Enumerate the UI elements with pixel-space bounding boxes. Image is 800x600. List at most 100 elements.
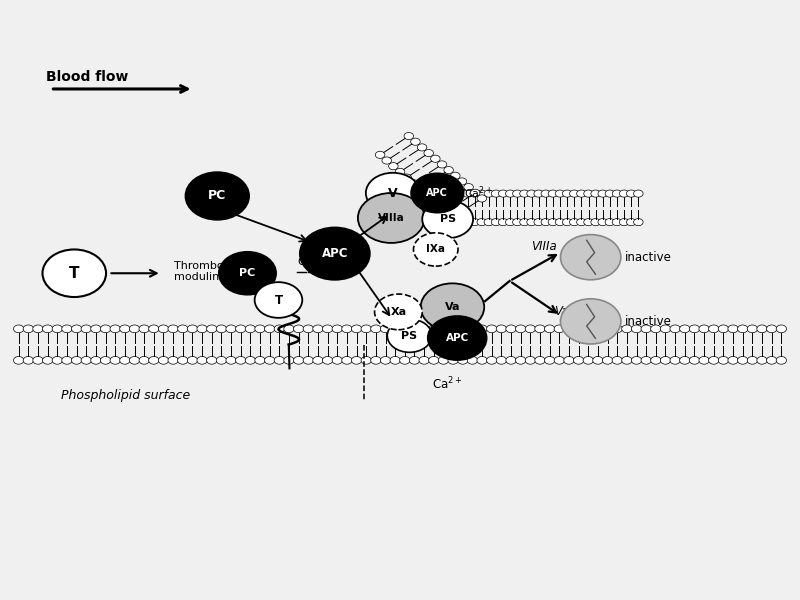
- Text: Va: Va: [554, 305, 569, 318]
- Text: inactive: inactive: [625, 315, 672, 328]
- Circle shape: [457, 178, 466, 185]
- Circle shape: [612, 190, 622, 197]
- Circle shape: [139, 356, 150, 364]
- Circle shape: [120, 325, 130, 332]
- Text: Phospholipid surface: Phospholipid surface: [62, 389, 190, 401]
- Circle shape: [450, 172, 460, 179]
- Circle shape: [387, 319, 432, 352]
- Circle shape: [435, 202, 445, 209]
- Circle shape: [52, 325, 62, 332]
- Circle shape: [602, 356, 613, 364]
- Circle shape: [62, 325, 72, 332]
- Circle shape: [602, 325, 613, 332]
- Text: T: T: [69, 266, 79, 281]
- Circle shape: [619, 218, 629, 226]
- Circle shape: [738, 325, 748, 332]
- Text: VIIIa: VIIIa: [531, 240, 558, 253]
- Circle shape: [430, 155, 440, 163]
- Circle shape: [670, 325, 680, 332]
- Circle shape: [42, 356, 53, 364]
- Circle shape: [158, 356, 169, 364]
- Circle shape: [23, 325, 34, 332]
- Circle shape: [419, 356, 430, 364]
- Circle shape: [130, 325, 140, 332]
- Circle shape: [641, 356, 651, 364]
- Circle shape: [570, 218, 579, 226]
- Circle shape: [438, 325, 449, 332]
- Circle shape: [438, 161, 446, 168]
- Circle shape: [400, 325, 410, 332]
- Circle shape: [491, 190, 501, 197]
- Circle shape: [444, 167, 454, 173]
- Circle shape: [216, 356, 226, 364]
- Circle shape: [361, 356, 371, 364]
- Circle shape: [342, 356, 352, 364]
- Circle shape: [322, 325, 333, 332]
- Circle shape: [598, 190, 607, 197]
- Circle shape: [583, 325, 594, 332]
- Circle shape: [14, 356, 24, 364]
- Circle shape: [300, 227, 370, 280]
- Circle shape: [728, 325, 738, 332]
- Circle shape: [535, 356, 545, 364]
- Circle shape: [680, 356, 690, 364]
- Circle shape: [534, 218, 543, 226]
- Circle shape: [709, 356, 719, 364]
- Circle shape: [390, 325, 400, 332]
- Circle shape: [486, 325, 497, 332]
- Circle shape: [313, 325, 323, 332]
- Circle shape: [409, 179, 418, 187]
- Circle shape: [555, 190, 565, 197]
- Circle shape: [139, 325, 150, 332]
- Circle shape: [680, 325, 690, 332]
- Circle shape: [747, 325, 758, 332]
- Circle shape: [130, 356, 140, 364]
- Circle shape: [591, 190, 600, 197]
- Circle shape: [660, 356, 670, 364]
- Text: PC: PC: [239, 268, 255, 278]
- Circle shape: [361, 325, 371, 332]
- Circle shape: [374, 294, 422, 330]
- Circle shape: [390, 356, 400, 364]
- Circle shape: [562, 190, 572, 197]
- Circle shape: [448, 356, 458, 364]
- Circle shape: [619, 190, 629, 197]
- Circle shape: [525, 325, 535, 332]
- Circle shape: [631, 356, 642, 364]
- Circle shape: [395, 169, 405, 175]
- Circle shape: [284, 325, 294, 332]
- Circle shape: [400, 356, 410, 364]
- Text: Blood flow: Blood flow: [46, 70, 129, 84]
- Circle shape: [197, 325, 207, 332]
- Circle shape: [186, 172, 249, 220]
- Circle shape: [513, 190, 522, 197]
- Circle shape: [462, 218, 472, 226]
- Circle shape: [776, 325, 786, 332]
- Circle shape: [342, 325, 352, 332]
- Circle shape: [219, 252, 276, 295]
- Circle shape: [766, 356, 777, 364]
- Circle shape: [235, 356, 246, 364]
- Circle shape: [410, 138, 420, 145]
- Text: Ca$^{2+}$: Ca$^{2+}$: [297, 254, 324, 268]
- Circle shape: [375, 151, 385, 158]
- Circle shape: [612, 218, 622, 226]
- Circle shape: [448, 325, 458, 332]
- Circle shape: [158, 325, 169, 332]
- Circle shape: [718, 356, 729, 364]
- Circle shape: [23, 356, 34, 364]
- Circle shape: [484, 218, 494, 226]
- Circle shape: [570, 190, 579, 197]
- Circle shape: [757, 325, 767, 332]
- Circle shape: [274, 356, 285, 364]
- Circle shape: [555, 218, 565, 226]
- Circle shape: [584, 218, 594, 226]
- Circle shape: [438, 356, 449, 364]
- Circle shape: [197, 356, 207, 364]
- Circle shape: [470, 218, 479, 226]
- Circle shape: [449, 214, 458, 221]
- Circle shape: [574, 356, 584, 364]
- Circle shape: [14, 325, 24, 332]
- Circle shape: [52, 356, 62, 364]
- Circle shape: [358, 193, 425, 243]
